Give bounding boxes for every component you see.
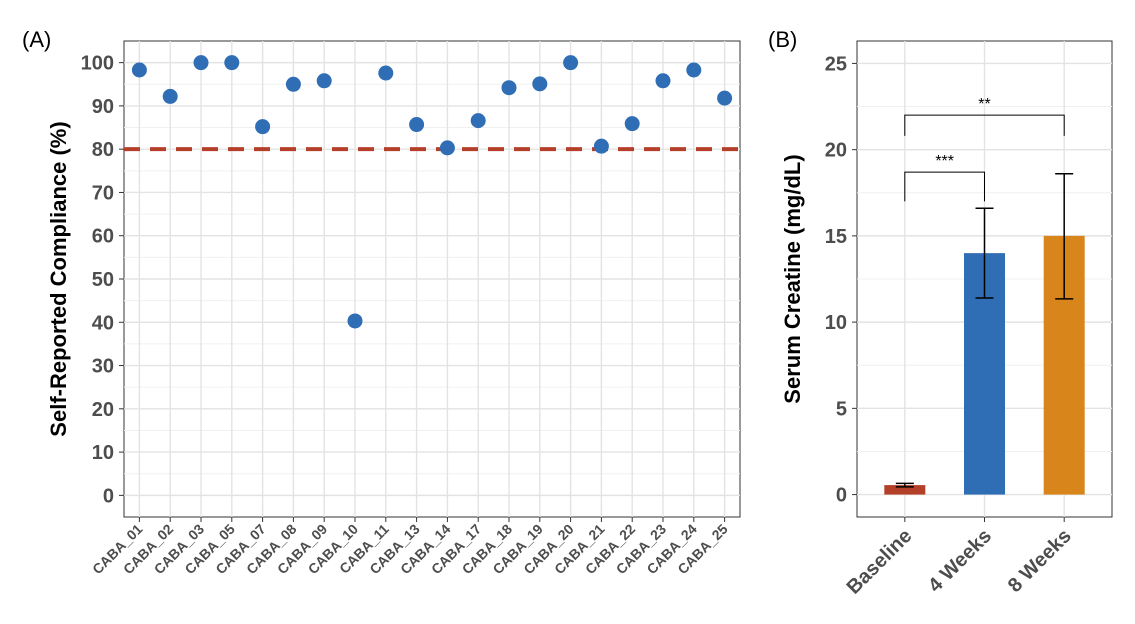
panel-b-y-ticks: 0 5 10 15 20 25 xyxy=(825,53,857,507)
panel-a-y-tick-label: 80 xyxy=(92,139,114,161)
panel-b-y-tick-label: 20 xyxy=(825,140,847,162)
point-caba-08 xyxy=(285,76,301,92)
panel-b-x-tick-label: 4 Weeks xyxy=(924,525,996,597)
panel-a-y-axis-title: Self-Reported Compliance (%) xyxy=(46,121,71,436)
significance-label-1: *** xyxy=(935,153,954,170)
point-caba-10 xyxy=(347,313,363,329)
panel-b-y-tick-label: 25 xyxy=(825,53,847,75)
panel-a-y-tick-label: 30 xyxy=(92,356,114,378)
panel-a-y-tick-label: 20 xyxy=(92,399,114,421)
panel-b-y-tick-label: 5 xyxy=(836,398,847,420)
point-caba-02 xyxy=(162,88,178,104)
point-caba-25 xyxy=(717,90,733,106)
point-caba-01 xyxy=(131,62,147,78)
panel-b-label: (B) xyxy=(768,27,797,52)
panel-b-y-axis-title: Serum Creatine (mg/dL) xyxy=(780,154,805,403)
panel-a-label: (A) xyxy=(22,27,51,52)
point-caba-22 xyxy=(624,116,640,132)
panel-a-y-ticks: 0 10 20 30 40 50 60 70 80 90 100 xyxy=(81,53,124,507)
panel-a-y-tick-label: 10 xyxy=(92,442,114,464)
point-caba-23 xyxy=(655,73,671,89)
panel-a-y-tick-label: 0 xyxy=(103,485,114,507)
panel-b-significance-brackets: ***** xyxy=(904,96,1065,202)
point-caba-18 xyxy=(501,80,517,96)
point-caba-24 xyxy=(686,62,702,78)
panel-b-y-tick-label: 0 xyxy=(836,485,847,507)
panel-b-x-tick-label: 8 Weeks xyxy=(1004,525,1076,597)
point-caba-05 xyxy=(224,55,240,71)
panel-b-y-tick-label: 15 xyxy=(825,226,847,248)
point-caba-21 xyxy=(593,138,609,154)
panel-a-y-tick-label: 70 xyxy=(92,182,114,204)
panel-b-y-tick-label: 10 xyxy=(825,312,847,334)
point-caba-09 xyxy=(316,73,332,89)
panel-b-x-ticks: Baseline 4 Weeks 8 Weeks xyxy=(843,517,1076,599)
significance-bracket-2 xyxy=(904,114,1065,136)
point-caba-13 xyxy=(409,117,425,133)
panel-a-compliance-scatter: (A) 0 10 20 30 40 50 60 70 80 90 100 CABA_01CABA_0… xyxy=(22,27,741,577)
point-caba-14 xyxy=(439,140,455,156)
point-caba-17 xyxy=(470,113,486,129)
point-caba-03 xyxy=(193,55,209,71)
panel-a-points xyxy=(131,55,733,329)
bar-baseline xyxy=(884,485,926,495)
panel-a-y-tick-label: 100 xyxy=(81,53,114,75)
significance-label-2: ** xyxy=(978,96,990,113)
point-caba-07 xyxy=(255,119,271,135)
panel-b-x-tick-label: Baseline xyxy=(843,525,917,599)
significance-bracket-1 xyxy=(904,171,985,202)
panel-a-y-tick-label: 60 xyxy=(92,226,114,248)
panel-b-error-bars xyxy=(895,173,1074,488)
point-caba-19 xyxy=(532,76,548,92)
panel-a-y-tick-label: 90 xyxy=(92,96,114,118)
point-caba-20 xyxy=(563,55,579,71)
panel-a-y-tick-label: 50 xyxy=(92,269,114,291)
panel-a-y-tick-label: 40 xyxy=(92,312,114,334)
panel-a-x-ticks: CABA_01CABA_02CABA_03CABA_05CABA_07CABA_… xyxy=(89,517,731,577)
point-caba-11 xyxy=(378,65,394,81)
